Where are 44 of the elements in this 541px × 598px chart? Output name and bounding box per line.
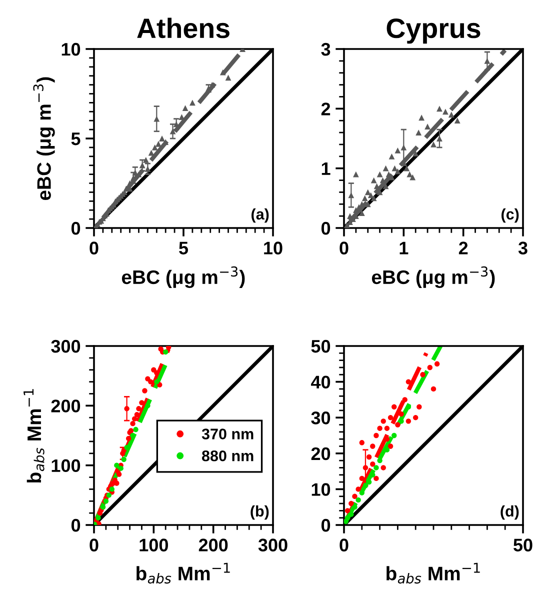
y-tick-label: 20 xyxy=(311,447,330,460)
y-axis-title: b$_{abs}$ Mm$^{−1}$ xyxy=(24,389,44,482)
y-tick-label: 5 xyxy=(71,132,80,146)
y-tick-label: 3 xyxy=(321,42,330,56)
annotation: (d) xyxy=(500,505,519,520)
annotation: (a) xyxy=(252,208,269,223)
x-tick-label: 100 xyxy=(140,538,168,552)
y-tick-label: 0 xyxy=(321,518,330,532)
x-axis-title: eBC (μg m$^{−3}$) xyxy=(372,266,495,288)
y-tick-label: 0 xyxy=(71,222,80,235)
annotation: (c) xyxy=(502,208,519,223)
x-tick-label: 0 xyxy=(340,242,348,254)
y-tick-label: 0 xyxy=(321,222,330,235)
y-tick-label: 200 xyxy=(51,400,80,412)
y-tick-label: 10 xyxy=(62,42,80,56)
y-tick-label: 30 xyxy=(311,412,330,424)
x-tick-label: 5 xyxy=(179,242,188,254)
x-tick-label: 50 xyxy=(514,538,532,552)
legend-label: 880 nm xyxy=(202,450,254,462)
x-tick-label: 0 xyxy=(340,538,348,552)
x-tick-label: 0 xyxy=(90,538,98,552)
y-tick-label: 1 xyxy=(322,162,330,175)
y-tick-label: 2 xyxy=(321,102,330,116)
annotation: (b) xyxy=(250,505,269,520)
y-tick-label: 40 xyxy=(311,376,330,389)
y-tick-label: 0 xyxy=(71,518,80,532)
x-tick-label: 0 xyxy=(90,242,98,254)
y-tick-label: 300 xyxy=(51,340,80,353)
y-tick-label: 50 xyxy=(311,340,330,353)
y-tick-label: 100 xyxy=(52,459,80,472)
x-tick-label: 1 xyxy=(400,242,408,254)
chart-title: Cyprus xyxy=(386,18,480,44)
x-tick-label: 200 xyxy=(198,538,228,552)
x-tick-label: 3 xyxy=(518,242,528,254)
x-tick-label: 10 xyxy=(264,242,282,254)
chart-title: Athens xyxy=(137,18,230,38)
x-axis-title: eBC (μg m$^{−3}$) xyxy=(122,266,245,288)
y-axis-title: eBC (μg m$^{−3}$) xyxy=(33,77,55,200)
x-axis-title: b$_{abs}$ Mm$^{−1}$ xyxy=(386,562,480,584)
y-tick-label: 10 xyxy=(312,483,330,496)
x-tick-label: 300 xyxy=(258,538,288,552)
x-tick-label: 2 xyxy=(458,242,468,254)
legend-label: 370 nm xyxy=(202,428,254,440)
x-axis-title: b$_{abs}$ Mm$^{−1}$ xyxy=(136,562,230,584)
